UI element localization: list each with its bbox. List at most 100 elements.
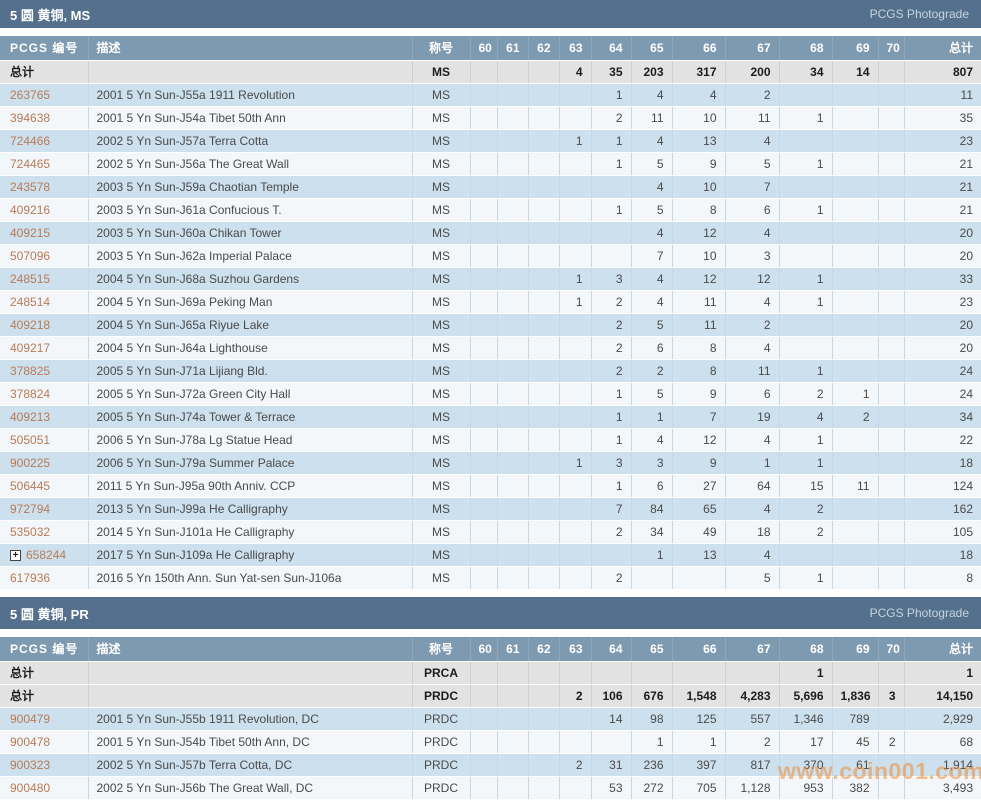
grade-67-cell: 200 [724, 60, 779, 84]
pcgs-number-cell[interactable]: 378824 [0, 382, 88, 406]
grade-70-cell [877, 175, 904, 199]
grade-68-cell: 1 [778, 359, 832, 383]
pcgs-number-cell[interactable]: 972794 [0, 497, 88, 521]
column-header-grade-65: 65 [630, 637, 672, 662]
grade-61-cell [496, 175, 528, 199]
photograde-link[interactable]: PCGS Photograde [869, 606, 969, 620]
designation-cell: PRDC [411, 707, 470, 731]
designation-cell: MS [411, 428, 470, 452]
pcgs-number-cell[interactable]: +658244 [0, 543, 88, 567]
pcgs-number-cell[interactable]: 248515 [0, 267, 88, 291]
grade-65-cell: 1 [630, 730, 672, 754]
grade-70-cell [877, 382, 904, 406]
description-cell: 2001 5 Yn Sun-J55a 1911 Revolution [87, 83, 412, 107]
grade-65-cell: 34 [630, 520, 672, 544]
grade-65-cell: 11 [630, 106, 672, 130]
table-row: 506445 2011 5 Yn Sun-J95a 90th Anniv. CCP… [0, 474, 981, 498]
grade-68-cell: 1 [778, 152, 832, 176]
grade-61-cell [496, 730, 528, 754]
grade-60-cell [469, 776, 497, 800]
pcgs-number-cell[interactable]: 535032 [0, 520, 88, 544]
grade-68-cell [778, 83, 832, 107]
grade-62-cell [527, 543, 559, 567]
grade-66-cell: 11 [671, 313, 725, 337]
pcgs-number-cell[interactable]: 409218 [0, 313, 88, 337]
designation-cell: PRCA [411, 661, 470, 685]
pcgs-number-cell[interactable]: 724466 [0, 129, 88, 153]
grade-64-cell: 2 [590, 520, 631, 544]
column-header-grade-66: 66 [671, 36, 725, 61]
grade-67-cell: 19 [724, 405, 779, 429]
grade-65-cell: 676 [630, 684, 672, 708]
pcgs-number-cell[interactable]: 724465 [0, 152, 88, 176]
grade-64-cell: 106 [590, 684, 631, 708]
pcgs-number-cell[interactable]: 409215 [0, 221, 88, 245]
grade-61-cell [496, 359, 528, 383]
designation-cell: MS [411, 451, 470, 475]
designation-cell: MS [411, 175, 470, 199]
pcgs-number-cell[interactable]: 394638 [0, 106, 88, 130]
table-row: 409213 2005 5 Yn Sun-J74a Tower & Terrace… [0, 405, 981, 429]
pcgs-number-cell[interactable]: 506445 [0, 474, 88, 498]
pcgs-number-cell[interactable]: 409213 [0, 405, 88, 429]
description-cell: 2006 5 Yn Sun-J78a Lg Statue Head [87, 428, 412, 452]
expand-icon[interactable]: + [10, 550, 21, 561]
pcgs-number-cell[interactable]: 243578 [0, 175, 88, 199]
grade-62-cell [527, 244, 559, 268]
description-cell: 2003 5 Yn Sun-J60a Chikan Tower [87, 221, 412, 245]
grade-66-cell: 125 [671, 707, 725, 731]
total-cell: 3,493 [903, 776, 981, 800]
table-row: 505051 2006 5 Yn Sun-J78a Lg Statue Head M… [0, 428, 981, 452]
column-header-grade-61: 61 [496, 637, 528, 662]
pcgs-number-cell[interactable]: 505051 [0, 428, 88, 452]
grade-64-cell: 7 [590, 497, 631, 521]
pcgs-number-cell[interactable]: 248514 [0, 290, 88, 314]
grade-69-cell [831, 152, 878, 176]
pcgs-number-cell[interactable]: 263765 [0, 83, 88, 107]
grade-65-cell: 4 [630, 290, 672, 314]
grade-67-cell: 6 [724, 198, 779, 222]
designation-cell: MS [411, 474, 470, 498]
pcgs-number-cell[interactable]: 900479 [0, 707, 88, 731]
grade-67-cell: 4 [724, 129, 779, 153]
grade-69-cell [831, 497, 878, 521]
grade-70-cell [877, 83, 904, 107]
pcgs-number-cell[interactable]: 507096 [0, 244, 88, 268]
table-row: 724466 2002 5 Yn Sun-J57a Terra Cotta MS 1 1… [0, 129, 981, 153]
table-row: 507096 2003 5 Yn Sun-J62a Imperial Palace… [0, 244, 981, 268]
description-cell: 2017 5 Yn Sun-J109a He Calligraphy [87, 543, 412, 567]
pcgs-number-cell[interactable]: 617936 [0, 566, 88, 590]
grade-62-cell [527, 730, 559, 754]
pcgs-number-cell[interactable]: 900225 [0, 451, 88, 475]
grade-60-cell [469, 566, 497, 590]
pcgs-number-cell[interactable]: 900478 [0, 730, 88, 754]
photograde-link[interactable]: PCGS Photograde [869, 7, 969, 21]
column-header-description: 描述 [87, 637, 412, 662]
designation-cell: PRDC [411, 730, 470, 754]
pcgs-number-cell[interactable]: 378825 [0, 359, 88, 383]
grade-64-cell [590, 221, 631, 245]
grade-68-cell: 1 [778, 428, 832, 452]
grade-65-cell [630, 566, 672, 590]
grade-60-cell [469, 359, 497, 383]
pcgs-number-cell[interactable]: 900323 [0, 753, 88, 777]
total-row: 总计 MS 4 35 203 317 200 34 14 807 [0, 60, 981, 84]
pcgs-number-cell[interactable]: 900480 [0, 776, 88, 800]
pcgs-number-cell[interactable]: 409216 [0, 198, 88, 222]
total-cell: 23 [903, 129, 981, 153]
table-row: 617936 2016 5 Yn 150th Ann. Sun Yat-sen S… [0, 566, 981, 590]
table-row: 900479 2001 5 Yn Sun-J55b 1911 Revolution… [0, 707, 981, 731]
grade-67-cell: 6 [724, 382, 779, 406]
grade-67-cell: 2 [724, 730, 779, 754]
section-ms: 5 圆 黄铜, MS PCGS Photograde PCGS 编号 描述 称号 60… [0, 0, 981, 590]
grade-68-cell [778, 129, 832, 153]
section-header-pr: 5 圆 黄铜, PR PCGS Photograde [0, 597, 981, 629]
description-cell: 2003 5 Yn Sun-J59a Chaotian Temple [87, 175, 412, 199]
grade-66-cell: 9 [671, 382, 725, 406]
grade-69-cell [831, 106, 878, 130]
description-cell: 2002 5 Yn Sun-J57a Terra Cotta [87, 129, 412, 153]
grade-69-cell: 1 [831, 382, 878, 406]
pcgs-number-cell[interactable]: 409217 [0, 336, 88, 360]
grade-70-cell [877, 313, 904, 337]
grade-62-cell [527, 83, 559, 107]
